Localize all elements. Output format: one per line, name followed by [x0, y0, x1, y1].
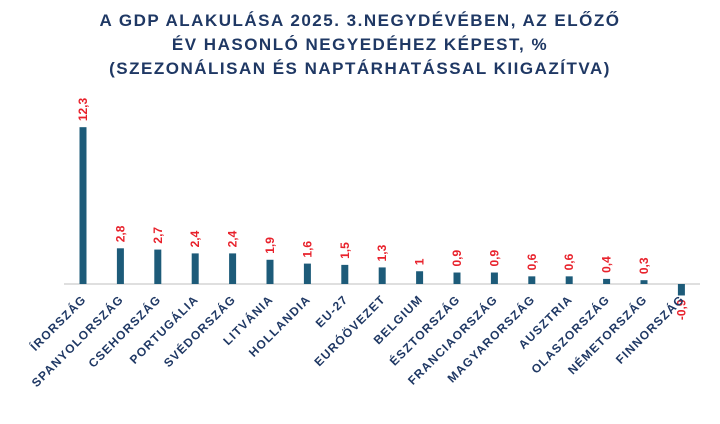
- bar: [303, 263, 311, 284]
- data-label: 2,4: [188, 230, 202, 247]
- data-label: 2,7: [151, 227, 165, 244]
- bar: [378, 267, 386, 284]
- bar: [191, 253, 199, 284]
- data-label: 1,6: [300, 241, 314, 258]
- data-label: -0,9: [674, 299, 688, 320]
- bar: [603, 278, 611, 284]
- chart-title: A GDP ALAKULÁSA 2025. 3.NEGYDÉVÉBEN, AZ …: [100, 11, 621, 30]
- data-label: 1,5: [338, 242, 352, 259]
- data-label: 2,4: [226, 230, 240, 247]
- bar: [490, 272, 498, 284]
- bar: [528, 276, 536, 284]
- x-tick-label: FINNORSZÁG: [612, 292, 687, 367]
- data-label: 0,6: [562, 253, 576, 270]
- bar: [116, 248, 124, 284]
- x-tick-label: PORTUGÁLIA: [126, 292, 201, 367]
- bar: [154, 249, 162, 284]
- data-label: 1: [413, 258, 427, 265]
- chart-title: (SZEZONÁLISAN ÉS NAPTÁRHATÁSSAL KIIGAZÍT…: [109, 59, 611, 78]
- bar: [640, 280, 648, 284]
- chart-title: ÉV HASONLÓ NEGYEDÉHEZ KÉPEST, %: [172, 35, 548, 54]
- data-label: 1,9: [263, 237, 277, 254]
- bar: [229, 253, 237, 284]
- data-label: 0,6: [525, 253, 539, 270]
- bar: [565, 276, 573, 284]
- data-label: 0,4: [600, 256, 614, 273]
- bar: [79, 127, 87, 284]
- bar: [453, 272, 461, 284]
- data-label: 0,9: [487, 250, 501, 267]
- bar: [266, 259, 274, 284]
- bar: [416, 271, 424, 284]
- data-label: 2,8: [113, 225, 127, 242]
- data-label: 12,3: [76, 97, 90, 121]
- bar: [677, 284, 685, 296]
- data-label: 0,9: [450, 250, 464, 267]
- data-label: 1,3: [375, 244, 389, 261]
- bar: [341, 264, 349, 284]
- data-label: 0,3: [637, 257, 651, 274]
